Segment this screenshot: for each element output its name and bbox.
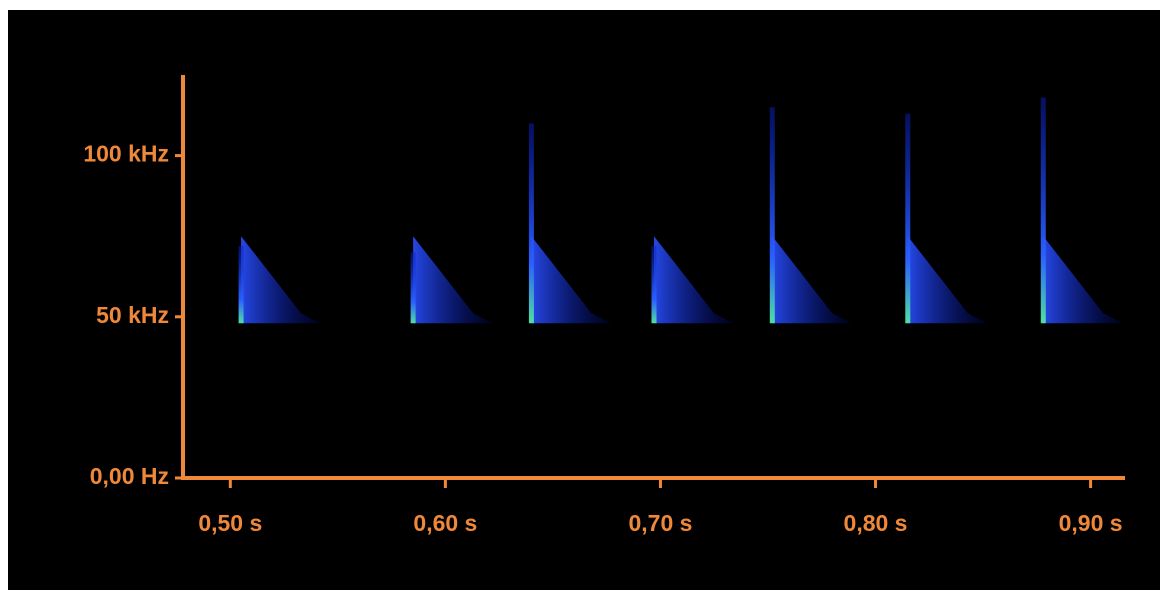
call [769,107,775,324]
call-energy [531,236,612,324]
call [905,113,911,324]
call-energy [1043,236,1124,324]
call [1040,97,1046,324]
x-tick-label: 0,60 s [413,510,477,536]
call-energy [413,236,494,324]
y-tick-label: 0,00 Hz [90,463,169,489]
y-tick-label: 100 kHz [83,141,169,167]
x-tick-label: 0,90 s [1059,510,1123,536]
y-tick-label: 50 kHz [96,302,169,328]
background [8,10,1160,590]
x-tick-label: 0,50 s [198,510,262,536]
call-energy [772,236,853,324]
call-energy [654,236,734,324]
call [238,245,244,324]
call-energy [241,236,322,324]
call-energy [907,236,988,324]
call [410,252,416,324]
x-tick-label: 0,80 s [844,510,908,536]
call [651,245,657,324]
call [528,123,534,324]
x-tick-label: 0,70 s [628,510,692,536]
